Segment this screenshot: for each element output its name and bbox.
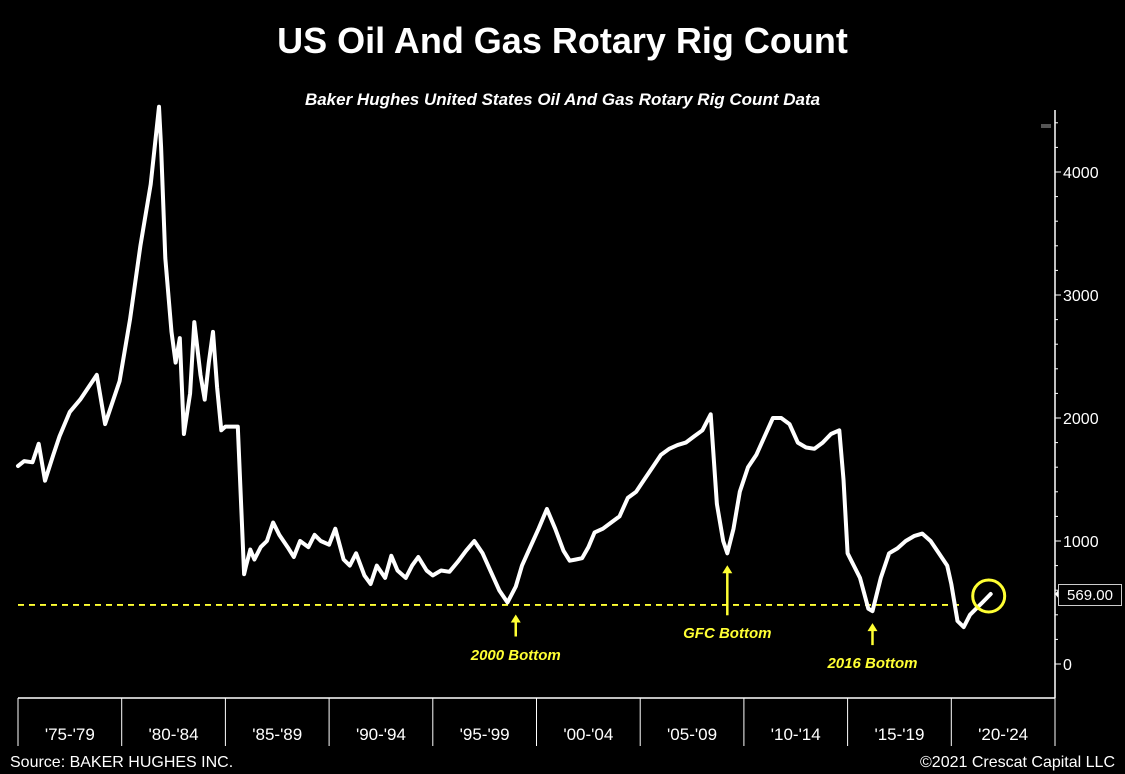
source-note: Source: BAKER HUGHES INC. [10,754,234,771]
rig-count-line [16,104,993,630]
y-tick-label: 1000 [1063,534,1099,551]
y-tick-label: 4000 [1063,165,1099,182]
x-tick-label: '80-'84 [149,725,199,744]
last-value-circle [971,578,1007,614]
annotation-arrowhead [510,614,521,623]
annotation-label: 2016 Bottom [827,655,918,673]
y-tick-label: 3000 [1063,288,1099,305]
x-tick-label: '95-'99 [460,725,510,744]
y-tick-label: 0 [1063,657,1072,674]
x-tick-label: '15-'19 [874,725,924,744]
chart-subtitle: Baker Hughes United States Oil And Gas R… [304,90,821,109]
x-tick-label: '85-'89 [252,725,302,744]
annotation-label: 2000 Bottom [470,646,561,664]
x-tick-label: '75-'79 [45,725,95,744]
x-tick-label: '05-'09 [667,725,717,744]
chart-title: US Oil And Gas Rotary Rig Count [277,20,848,61]
x-tick-label: '10-'14 [771,725,821,744]
annotation-arrowhead [867,623,878,632]
x-tick-label: '20-'24 [978,725,1028,744]
annotation-label: GFC Bottom [683,625,772,643]
annotation-arrowhead [722,565,733,574]
x-tick-label: '00-'04 [563,725,613,744]
x-tick-label: '90-'94 [356,725,406,744]
copyright-note: ©2021 Crescat Capital LLC [920,754,1115,771]
axis-marker [1041,124,1051,128]
last-value-label: 569.00 [1058,584,1122,606]
y-tick-label: 2000 [1063,411,1099,428]
